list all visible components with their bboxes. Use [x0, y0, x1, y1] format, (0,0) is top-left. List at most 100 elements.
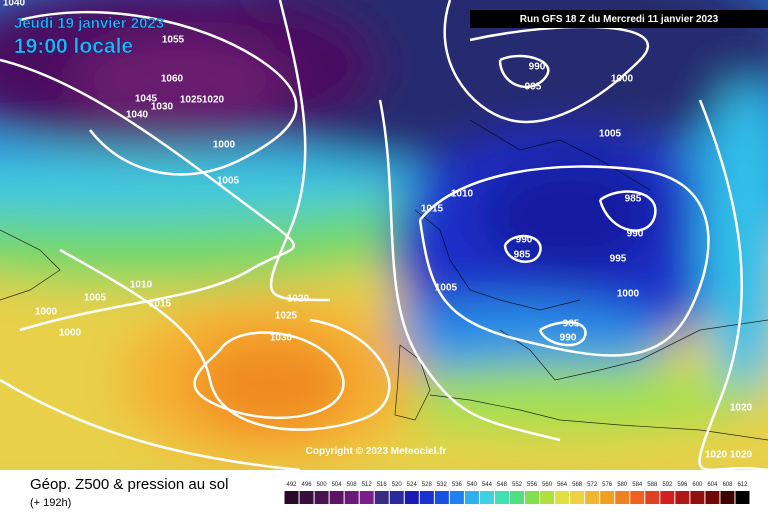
- legend-swatch: [449, 491, 464, 504]
- isobar-label: 985: [563, 319, 580, 330]
- isobar-label: 1045: [135, 94, 158, 105]
- legend-swatch: [735, 491, 750, 504]
- legend-label: 504: [332, 482, 343, 488]
- legend-label: 564: [557, 482, 568, 488]
- legend-swatch: [600, 491, 615, 504]
- legend-swatch: [419, 491, 434, 504]
- isobar-label: 1060: [161, 74, 184, 85]
- isobar-label: 1020: [730, 403, 753, 414]
- isobar-label: 1055: [162, 35, 185, 46]
- legend-swatch: [525, 491, 540, 504]
- footer-lead: (+ 192h): [30, 497, 71, 509]
- legend-label: 544: [482, 482, 493, 488]
- isobar-label: 985: [514, 250, 531, 261]
- isobar-label: 990: [529, 62, 546, 73]
- legend-swatch: [690, 491, 705, 504]
- isobar-label: 1015: [421, 204, 444, 215]
- legend-swatch: [660, 491, 675, 504]
- legend-swatch: [359, 491, 374, 504]
- legend-label: 532: [437, 482, 448, 488]
- legend-swatch: [705, 491, 720, 504]
- legend-label: 560: [542, 482, 553, 488]
- legend-swatch: [389, 491, 404, 504]
- legend-swatch: [284, 491, 299, 504]
- legend-swatch: [509, 491, 525, 504]
- legend-swatch: [615, 491, 630, 504]
- isobar-label: 1030: [151, 102, 174, 113]
- isobar-label: 995: [610, 254, 627, 265]
- legend-label: 552: [512, 482, 523, 488]
- legend-label: 500: [317, 482, 328, 488]
- legend-swatch: [630, 491, 645, 504]
- legend-swatch: [494, 491, 509, 504]
- isobar-label: 1005: [84, 293, 107, 304]
- legend-label: 612: [737, 482, 748, 488]
- isobar-label: 1020: [202, 95, 225, 106]
- footer-title: Géop. Z500 & pression au sol: [30, 476, 228, 493]
- legend-swatch: [299, 491, 314, 504]
- legend-label: 528: [422, 482, 433, 488]
- legend-label: 540: [467, 482, 478, 488]
- run-info: Run GFS 18 Z du Mercredi 11 janvier 2023: [520, 14, 719, 25]
- isobar-label: 1020: [705, 450, 728, 461]
- isobar-label: 985: [625, 194, 642, 205]
- legend-swatch: [374, 491, 389, 504]
- legend-swatch: [645, 491, 660, 504]
- copyright: Copyright © 2023 Meteociel.fr: [306, 446, 447, 457]
- legend-label: 608: [722, 482, 733, 488]
- isobar-label: 1005: [599, 129, 622, 140]
- isobar-label: 1025: [180, 95, 203, 106]
- legend-label: 524: [407, 482, 418, 488]
- isobar-label: 1015: [149, 299, 172, 310]
- legend-swatch: [540, 491, 555, 504]
- legend-label: 572: [587, 482, 598, 488]
- isobar-label: 1005: [217, 176, 240, 187]
- legend-swatch: [464, 491, 479, 504]
- legend-label: 600: [692, 482, 703, 488]
- legend-label: 548: [497, 482, 508, 488]
- isobar-label: 1000: [611, 74, 634, 85]
- legend-label: 568: [572, 482, 583, 488]
- legend-swatch: [479, 491, 494, 504]
- isobar-label: 1040: [3, 0, 26, 9]
- forecast-date: Jeudi 19 janvier 2023: [14, 15, 164, 32]
- legend-label: 496: [302, 482, 313, 488]
- isobar-label: 1010: [451, 189, 474, 200]
- isobar-label: 990: [516, 235, 533, 246]
- legend-label: 556: [527, 482, 538, 488]
- legend-label: 536: [452, 482, 463, 488]
- legend-swatch: [585, 491, 600, 504]
- isobar-label: 990: [627, 229, 644, 240]
- isobar-label: 1010: [130, 280, 153, 291]
- isobar-label: 1000: [59, 328, 82, 339]
- isobar-label: 1020: [287, 294, 310, 305]
- legend-swatch: [434, 491, 449, 504]
- isobar-label: 1000: [213, 140, 236, 151]
- isobar-label: 1005: [435, 283, 458, 294]
- run-box: [470, 10, 768, 28]
- legend-label: 576: [602, 482, 613, 488]
- legend-label: 592: [662, 482, 673, 488]
- legend-swatch: [314, 491, 329, 504]
- isobars: [0, 0, 768, 470]
- isobar-label: 995: [525, 82, 542, 93]
- isobar-label: 1000: [617, 289, 640, 300]
- isobar-label: 1025: [275, 311, 298, 322]
- legend-label: 512: [362, 482, 373, 488]
- legend-swatch: [675, 491, 690, 504]
- color-legend: 492 496 500 504 508 512 516 520 524 528 532 536 540 5…: [284, 482, 750, 504]
- legend-label: 584: [632, 482, 643, 488]
- legend-label: 492: [287, 482, 298, 488]
- legend-swatch: [720, 491, 735, 504]
- legend-swatch: [329, 491, 344, 504]
- isobar-label: 1000: [35, 307, 58, 318]
- legend-label: 508: [347, 482, 358, 488]
- legend-label: 516: [377, 482, 388, 488]
- legend-label: 580: [617, 482, 628, 488]
- legend-label: 604: [707, 482, 718, 488]
- isobar-label: 1040: [126, 110, 149, 121]
- legend-label: 520: [392, 482, 403, 488]
